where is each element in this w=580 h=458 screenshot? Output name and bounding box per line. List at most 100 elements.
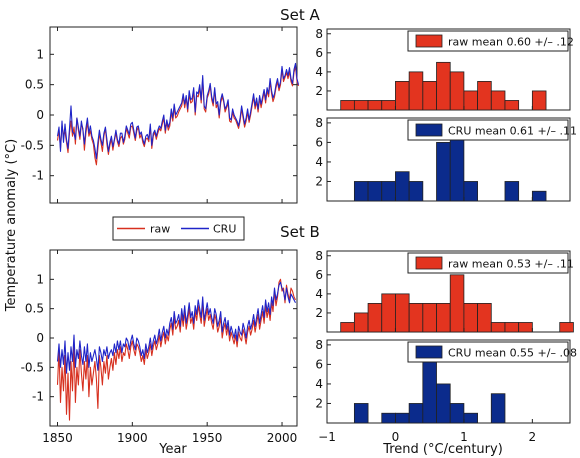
x-tick-label-year: 2000 — [267, 431, 298, 445]
histogram-y-tick-label-set-b-raw: 6 — [315, 268, 323, 282]
y-tick-label-set-a: 0 — [36, 108, 44, 122]
histogram-bar-set-a-raw — [504, 100, 520, 111]
series-raw-set-a — [56, 65, 300, 166]
histogram-bar-set-b-cru — [381, 412, 396, 424]
x-axis-label-year: Year — [158, 442, 187, 457]
series-cru-set-b — [56, 281, 296, 374]
histogram-bar-set-b-raw — [504, 322, 520, 333]
y-tick-label-set-b: -0.5 — [21, 360, 44, 374]
histogram-y-tick-label-set-a-cru: 6 — [315, 135, 323, 149]
histogram-bar-set-b-raw — [422, 303, 437, 333]
histogram-set-b-cru: 2 4 6 8 −1 0 1 2 CRU mean 0.55 +/– .08 — [315, 338, 577, 444]
histogram-bar-set-a-cru — [381, 181, 396, 202]
histogram-legend-label-set-a-raw: raw mean 0.60 +/– .12 — [448, 36, 574, 49]
histogram-bar-set-a-raw — [449, 71, 465, 111]
histogram-bar-set-b-raw — [395, 293, 410, 333]
histogram-bar-set-b-cru — [408, 403, 424, 424]
histogram-set-a-cru: 2 4 6 8 CRU mean 0.61 +/– .11 — [315, 116, 577, 202]
histogram-x-tick-label: 0 — [392, 430, 400, 444]
histogram-bar-set-b-cru — [395, 412, 410, 424]
x-axis-label-trend: Trend (°C/century) — [382, 442, 503, 457]
line-legend: raw CRU — [112, 216, 245, 241]
histogram-bar-set-a-raw — [463, 90, 478, 111]
histogram-bar-set-b-raw — [518, 322, 533, 333]
x-tick-label-year: 1850 — [42, 431, 73, 445]
histogram-legend-swatch-set-a-raw — [415, 34, 443, 48]
histogram-legend-swatch-set-b-raw — [415, 256, 443, 270]
y-tick-label-set-b: -1 — [32, 390, 44, 404]
legend-raw-label: raw — [150, 223, 170, 236]
histogram-bar-set-a-raw — [490, 90, 506, 111]
histogram-bar-set-a-cru — [531, 190, 547, 202]
histogram-bar-set-a-raw — [395, 81, 410, 111]
histogram-bar-set-b-raw — [463, 303, 478, 333]
histogram-bar-set-b-cru — [490, 393, 506, 424]
histogram-x-tick-label: −1 — [318, 430, 336, 444]
histogram-legend-swatch-set-a-cru — [415, 123, 443, 137]
histogram-bar-set-a-cru — [449, 132, 465, 202]
histogram-y-tick-label-set-a-cru: 8 — [315, 116, 323, 130]
histogram-set-a-raw: 2 4 6 8 raw mean 0.60 +/– .12 — [315, 27, 574, 111]
histogram-bar-set-b-raw — [436, 303, 451, 333]
y-tick-label-set-b: 0.5 — [25, 302, 44, 316]
y-tick-label-set-b: 0 — [36, 331, 44, 345]
histogram-bar-set-a-cru — [436, 142, 451, 202]
histogram-legend-box-set-b-cru — [407, 341, 569, 363]
histogram-y-tick-label-set-a-cru: 4 — [315, 155, 323, 169]
histogram-legend-label-set-b-cru: CRU mean 0.55 +/– .08 — [448, 347, 577, 360]
histogram-y-tick-label-set-b-raw: 8 — [315, 249, 323, 263]
histogram-bar-set-a-cru — [395, 171, 410, 202]
histogram-bar-set-a-raw — [436, 61, 451, 111]
histogram-bar-set-a-raw — [531, 90, 547, 111]
histogram-bar-set-a-cru — [353, 181, 369, 202]
set-a-title: Set A — [280, 6, 320, 24]
histogram-bar-set-a-raw — [353, 100, 369, 111]
histogram-bar-set-b-raw — [340, 322, 355, 333]
histogram-y-tick-label-set-b-raw: 4 — [315, 287, 323, 301]
histogram-bar-set-a-cru — [504, 181, 520, 202]
y-axis-label: Temperature anomaly (°C) — [4, 139, 19, 312]
histogram-bar-set-b-raw — [381, 293, 396, 333]
line-legend-box — [112, 216, 245, 241]
y-tick-label-set-b: 1 — [36, 272, 44, 286]
line-panel-set-a: -1 -0.5 0 0.5 1 — [21, 26, 300, 204]
histogram-bar-set-a-cru — [367, 181, 383, 202]
histogram-y-tick-label-set-b-cru: 6 — [315, 357, 323, 371]
y-tick-label-set-a: 0.5 — [25, 78, 44, 92]
histogram-legend-box-set-a-raw — [407, 30, 569, 52]
histogram-y-tick-label-set-a-raw: 4 — [315, 65, 323, 79]
histogram-bar-set-b-raw — [353, 312, 369, 333]
histogram-bar-set-b-cru — [449, 403, 465, 424]
histogram-legend-box-set-b-raw — [407, 252, 569, 274]
histogram-y-tick-label-set-b-cru: 4 — [315, 377, 323, 391]
histogram-y-tick-label-set-b-cru: 2 — [315, 396, 323, 410]
histogram-set-b-raw: 2 4 6 8 raw mean 0.53 +/– .11 — [315, 249, 574, 333]
histogram-bar-set-a-raw — [477, 81, 492, 111]
series-raw-set-b — [56, 278, 296, 421]
histogram-legend-label-set-b-raw: raw mean 0.53 +/– .11 — [448, 258, 574, 271]
histogram-bar-set-a-cru — [408, 181, 424, 202]
histogram-bar-set-b-cru — [436, 383, 451, 424]
histogram-bar-set-b-raw — [367, 303, 383, 333]
histogram-bar-set-b-raw — [408, 303, 424, 333]
histogram-y-tick-label-set-a-raw: 8 — [315, 27, 323, 41]
histogram-y-tick-label-set-a-raw: 2 — [315, 84, 323, 98]
histogram-x-tick-label: 1 — [460, 430, 468, 444]
legend-cru-label: CRU — [213, 223, 236, 236]
histogram-legend-box-set-a-cru — [407, 119, 569, 141]
histogram-bar-set-b-cru — [463, 412, 478, 424]
histogram-bar-set-a-raw — [367, 100, 383, 111]
histogram-legend-swatch-set-b-cru — [415, 345, 443, 359]
histogram-legend-label-set-a-cru: CRU mean 0.61 +/– .11 — [448, 125, 577, 138]
histogram-bar-set-a-raw — [340, 100, 355, 111]
y-tick-label-set-a: -1 — [32, 169, 44, 183]
histogram-bar-set-a-raw — [381, 100, 396, 111]
x-tick-label-year: 1900 — [117, 431, 148, 445]
line-panel-frame-set-b — [49, 249, 298, 427]
y-tick-label-set-a: -0.5 — [21, 138, 44, 152]
histogram-bar-set-a-cru — [463, 181, 478, 202]
histogram-bar-set-b-raw — [559, 322, 574, 333]
x-tick-label-year: 1950 — [192, 431, 223, 445]
series-cru-set-a — [56, 62, 300, 160]
